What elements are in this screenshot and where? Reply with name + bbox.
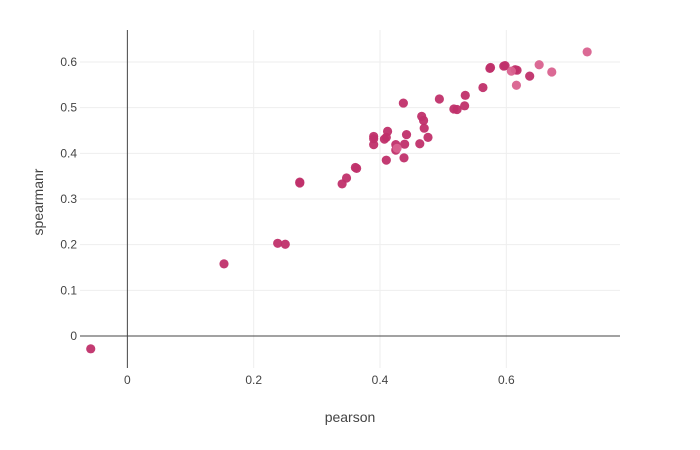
grid-lines	[80, 30, 620, 368]
y-tick-label: 0.1	[60, 283, 77, 297]
x-axis-ticks: 0 0.2 0.4 0.6	[124, 373, 515, 387]
data-point[interactable]	[500, 61, 510, 71]
x-tick-label: 0	[124, 373, 131, 387]
data-point[interactable]	[478, 82, 488, 93]
data-point[interactable]	[341, 173, 352, 183]
data-point[interactable]	[401, 129, 412, 140]
y-tick-label: 0	[70, 329, 77, 343]
data-point[interactable]	[369, 140, 379, 150]
zero-lines	[80, 30, 620, 368]
data-point[interactable]	[452, 104, 462, 115]
data-point[interactable]	[382, 126, 393, 136]
y-tick-label: 0.6	[60, 55, 77, 69]
y-tick-label: 0.2	[60, 238, 77, 252]
data-point[interactable]	[398, 98, 408, 108]
data-point[interactable]	[415, 139, 425, 149]
data-point[interactable]	[273, 238, 283, 248]
data-point[interactable]	[485, 62, 496, 73]
y-axis-title: spearmanr	[30, 168, 46, 235]
data-point[interactable]	[381, 155, 391, 165]
data-points	[86, 47, 592, 354]
data-point[interactable]	[460, 90, 470, 100]
data-point[interactable]	[392, 143, 402, 153]
data-point[interactable]	[418, 115, 429, 126]
data-point[interactable]	[419, 123, 429, 133]
data-point[interactable]	[86, 344, 96, 354]
data-point[interactable]	[525, 71, 535, 81]
x-tick-label: 0.2	[245, 373, 262, 387]
data-point[interactable]	[460, 101, 470, 111]
data-point[interactable]	[352, 163, 362, 173]
data-point[interactable]	[400, 139, 410, 149]
data-point[interactable]	[399, 153, 409, 163]
data-point[interactable]	[434, 94, 444, 104]
x-tick-label: 0.4	[372, 373, 389, 387]
data-point[interactable]	[295, 178, 305, 188]
x-axis-title: pearson	[325, 409, 376, 425]
x-tick-label: 0.6	[498, 373, 515, 387]
y-tick-label: 0.4	[60, 146, 77, 160]
data-point[interactable]	[280, 239, 290, 249]
data-point[interactable]	[219, 259, 229, 269]
data-point[interactable]	[547, 67, 557, 77]
y-tick-label: 0.3	[60, 192, 77, 206]
data-point[interactable]	[511, 80, 522, 90]
y-axis-ticks: 0 0.1 0.2 0.3 0.4 0.5 0.6	[60, 55, 77, 343]
data-point[interactable]	[534, 60, 544, 70]
data-point[interactable]	[506, 66, 516, 76]
data-point[interactable]	[423, 132, 433, 142]
y-tick-label: 0.5	[60, 101, 77, 115]
data-point[interactable]	[582, 47, 592, 57]
